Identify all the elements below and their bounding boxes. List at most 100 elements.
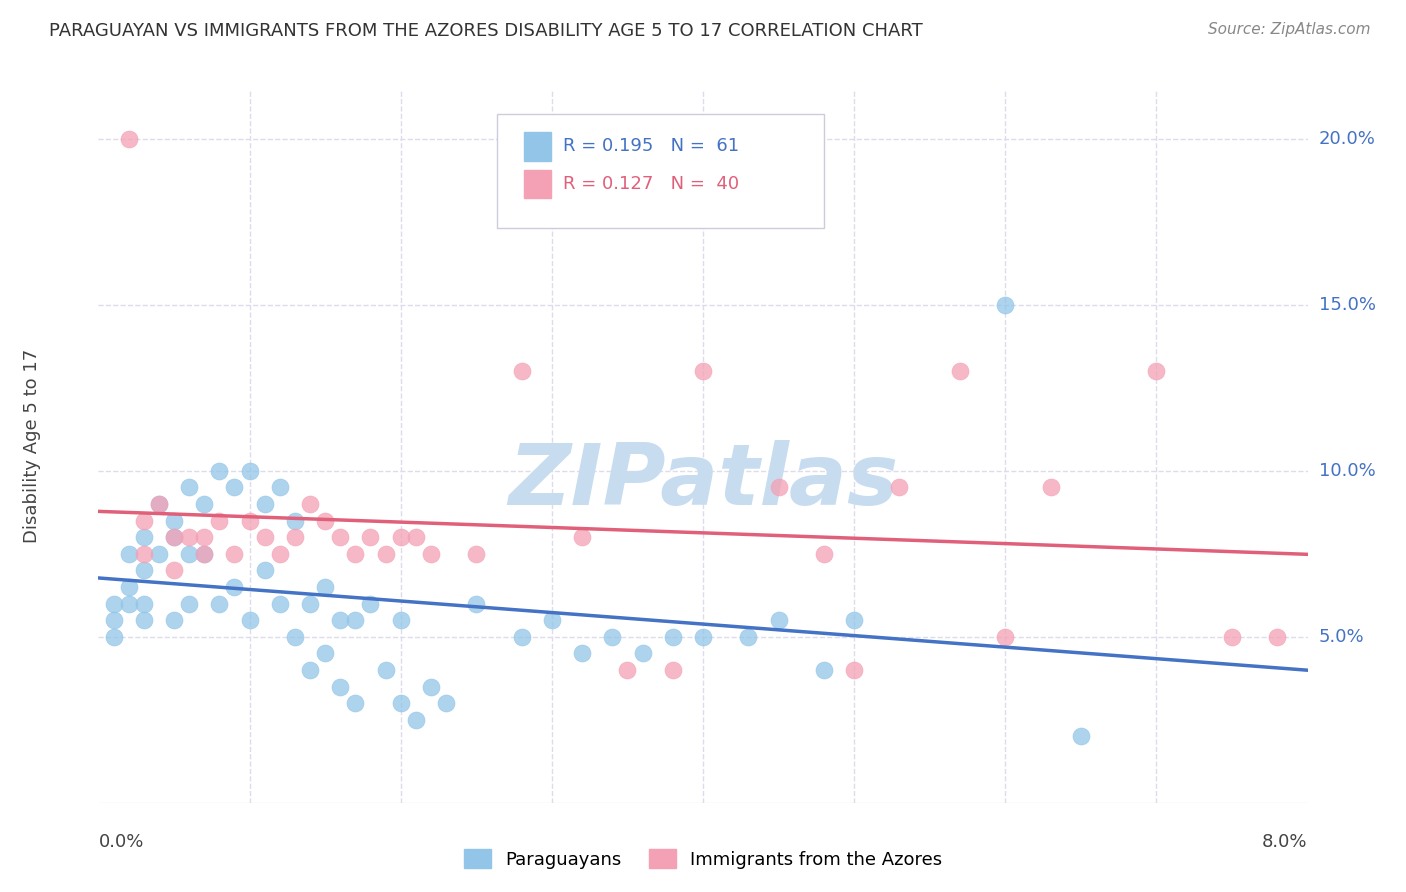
FancyBboxPatch shape — [524, 132, 551, 161]
Point — [224, 481, 246, 495]
Point — [284, 514, 307, 528]
FancyBboxPatch shape — [524, 169, 551, 198]
Point — [314, 514, 336, 528]
Point — [571, 647, 593, 661]
Point — [179, 530, 201, 544]
Point — [193, 547, 215, 561]
Point — [359, 597, 381, 611]
Text: 20.0%: 20.0% — [1319, 130, 1375, 148]
Point — [844, 663, 866, 677]
Point — [208, 514, 231, 528]
Point — [314, 580, 336, 594]
Point — [269, 481, 291, 495]
Point — [1070, 730, 1092, 744]
Text: 5.0%: 5.0% — [1319, 628, 1364, 646]
Point — [692, 364, 714, 378]
Point — [253, 530, 276, 544]
Text: R = 0.127   N =  40: R = 0.127 N = 40 — [562, 175, 740, 193]
Point — [314, 647, 336, 661]
Point — [148, 547, 170, 561]
Legend: Paraguayans, Immigrants from the Azores: Paraguayans, Immigrants from the Azores — [457, 842, 949, 876]
Point — [103, 613, 125, 627]
Point — [239, 514, 262, 528]
Point — [661, 663, 683, 677]
Point — [1265, 630, 1288, 644]
Point — [148, 497, 170, 511]
Text: Source: ZipAtlas.com: Source: ZipAtlas.com — [1208, 22, 1371, 37]
Point — [132, 597, 155, 611]
Point — [118, 597, 141, 611]
Point — [193, 497, 215, 511]
Point — [208, 597, 231, 611]
Point — [1144, 364, 1167, 378]
Point — [344, 696, 367, 710]
Point — [163, 564, 186, 578]
Point — [994, 298, 1017, 312]
Point — [299, 497, 322, 511]
Point — [389, 696, 412, 710]
Point — [813, 663, 835, 677]
Text: 8.0%: 8.0% — [1263, 833, 1308, 851]
Point — [434, 696, 457, 710]
Point — [405, 530, 427, 544]
Point — [132, 514, 155, 528]
Point — [193, 547, 215, 561]
Point — [465, 597, 488, 611]
Point — [132, 613, 155, 627]
Point — [269, 547, 291, 561]
Point — [329, 530, 352, 544]
Text: Disability Age 5 to 17: Disability Age 5 to 17 — [22, 349, 41, 543]
Point — [132, 547, 155, 561]
Point — [103, 630, 125, 644]
Text: 10.0%: 10.0% — [1319, 462, 1375, 480]
Point — [208, 464, 231, 478]
Point — [163, 514, 186, 528]
Point — [661, 630, 683, 644]
Point — [692, 630, 714, 644]
Point — [118, 547, 141, 561]
Point — [602, 630, 624, 644]
Point — [284, 630, 307, 644]
Point — [813, 547, 835, 561]
Point — [118, 580, 141, 594]
Point — [179, 481, 201, 495]
Point — [239, 613, 262, 627]
Point — [737, 630, 759, 644]
Text: R = 0.195   N =  61: R = 0.195 N = 61 — [562, 137, 740, 155]
Text: 15.0%: 15.0% — [1319, 296, 1375, 314]
Point — [329, 613, 352, 627]
Point — [1220, 630, 1243, 644]
Point — [405, 713, 427, 727]
Point — [118, 132, 141, 146]
Point — [510, 630, 533, 644]
Point — [163, 530, 186, 544]
Point — [889, 481, 911, 495]
FancyBboxPatch shape — [498, 114, 824, 228]
Point — [419, 547, 441, 561]
Point — [994, 630, 1017, 644]
Point — [179, 547, 201, 561]
Point — [269, 597, 291, 611]
Point — [253, 564, 276, 578]
Point — [163, 530, 186, 544]
Point — [132, 564, 155, 578]
Point — [419, 680, 441, 694]
Point — [224, 580, 246, 594]
Point — [193, 530, 215, 544]
Point — [510, 364, 533, 378]
Point — [949, 364, 972, 378]
Text: PARAGUAYAN VS IMMIGRANTS FROM THE AZORES DISABILITY AGE 5 TO 17 CORRELATION CHAR: PARAGUAYAN VS IMMIGRANTS FROM THE AZORES… — [49, 22, 922, 40]
Point — [148, 497, 170, 511]
Point — [631, 647, 654, 661]
Point — [768, 481, 790, 495]
Point — [374, 547, 396, 561]
Point — [132, 530, 155, 544]
Point — [253, 497, 276, 511]
Point — [163, 613, 186, 627]
Point — [344, 547, 367, 561]
Point — [540, 613, 562, 627]
Point — [465, 547, 488, 561]
Point — [344, 613, 367, 627]
Point — [179, 597, 201, 611]
Point — [374, 663, 396, 677]
